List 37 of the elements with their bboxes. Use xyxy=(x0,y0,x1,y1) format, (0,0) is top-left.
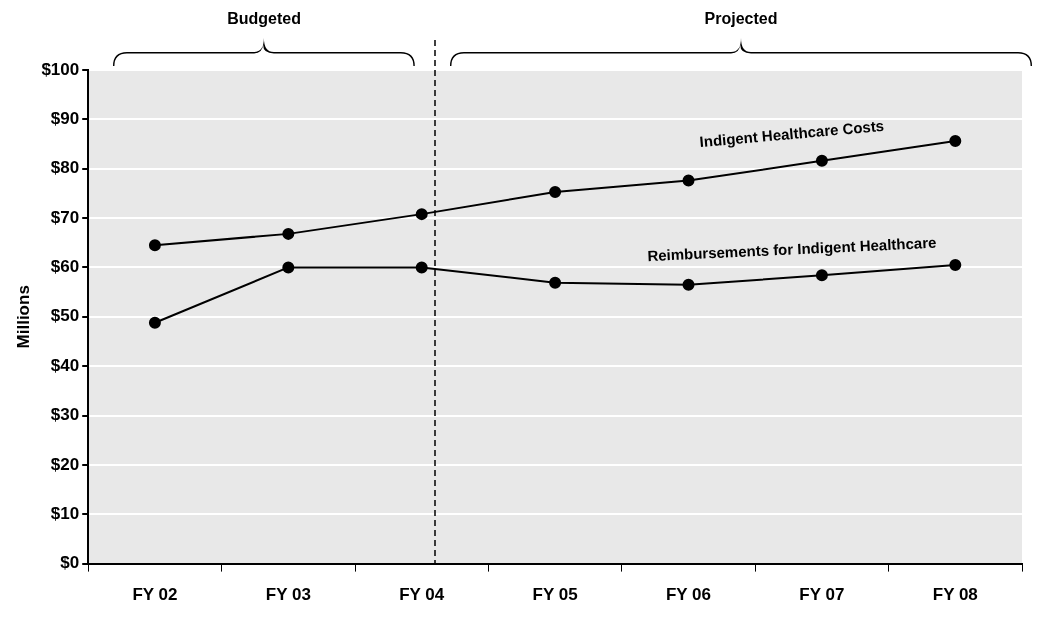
y-tick-label: $10 xyxy=(50,503,80,523)
point xyxy=(148,239,161,252)
y-tick-label: $0 xyxy=(60,553,80,573)
x-tick-label: FY 02 xyxy=(132,585,178,605)
point xyxy=(949,258,962,271)
point xyxy=(682,174,695,187)
y-axis-title: Millions xyxy=(13,285,33,349)
y-tick-label: $70 xyxy=(50,207,80,227)
y-tick-label: $90 xyxy=(50,109,80,129)
point xyxy=(682,278,695,291)
point xyxy=(549,185,562,198)
text: Indigent Healthcare Costs xyxy=(698,116,885,151)
y-tick-label: $30 xyxy=(50,405,80,425)
point xyxy=(815,269,828,282)
x-tick-label: FY 03 xyxy=(265,585,311,605)
point xyxy=(815,154,828,167)
text: Projected xyxy=(704,10,778,28)
point xyxy=(549,276,562,289)
series-label: Reimbursements for Indigent Healthcare xyxy=(646,233,937,265)
point xyxy=(148,316,161,329)
y-tick-label: $60 xyxy=(50,257,80,277)
point xyxy=(415,208,428,221)
y-tick-label: $40 xyxy=(50,355,80,375)
point xyxy=(415,261,428,274)
point xyxy=(949,135,962,148)
point xyxy=(282,261,295,274)
x-tick-label: FY 04 xyxy=(399,585,445,605)
y-tick-label: $100 xyxy=(41,59,80,79)
x-tick-label: FY 06 xyxy=(665,585,712,605)
x-tick-label: FY 07 xyxy=(799,585,845,605)
y-tick-label: $80 xyxy=(50,158,80,178)
x-tick-label: FY 08 xyxy=(932,585,978,605)
y-tick-label: $50 xyxy=(50,306,80,326)
x-tick-label: FY 05 xyxy=(532,585,578,605)
point xyxy=(282,227,295,240)
y-tick-label: $20 xyxy=(50,454,80,474)
text: Budgeted xyxy=(227,10,301,28)
